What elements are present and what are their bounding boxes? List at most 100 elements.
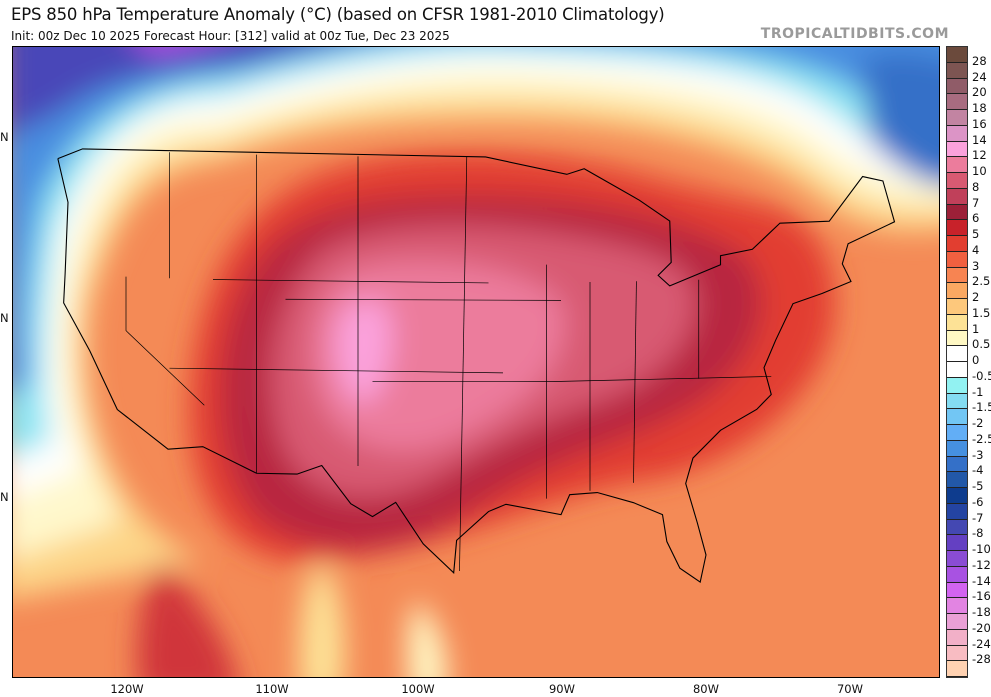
colorbar-tick-label: 28 xyxy=(972,53,987,68)
state-border xyxy=(125,276,205,406)
colorbar-tick-label: 14 xyxy=(972,132,987,147)
colorbar-swatch xyxy=(947,283,967,299)
colorbar-swatch xyxy=(947,377,967,394)
colorbar-tick-label: -5 xyxy=(972,479,984,493)
colorbar-tick-label: 18 xyxy=(972,101,987,115)
colorbar-tick-label: 24 xyxy=(972,69,987,84)
anomaly-shading xyxy=(13,47,939,677)
x-axis-label: 80W xyxy=(692,682,720,696)
colorbar-tick-label: -10 xyxy=(972,542,991,556)
y-axis-label: N xyxy=(0,130,9,144)
colorbar-swatch xyxy=(947,551,967,567)
x-axis-label: 90W xyxy=(548,682,576,696)
colorbar-tick-label: 3 xyxy=(972,258,980,273)
colorbar-swatch xyxy=(947,535,967,551)
state-border xyxy=(459,156,468,572)
colorbar-tick-label: -6 xyxy=(972,494,984,509)
colorbar-swatch xyxy=(947,220,967,236)
colorbar-tick-label: 20 xyxy=(972,85,987,100)
us-outline xyxy=(57,148,896,584)
colorbar-tick-label: -7 xyxy=(972,510,984,525)
colorbar-swatch xyxy=(947,645,967,662)
colorbar-tick-label: -16 xyxy=(972,589,991,604)
state-border xyxy=(212,279,489,284)
colorbar-swatch xyxy=(947,204,967,221)
colorbar-tick-label: 1 xyxy=(972,321,980,336)
colorbar-tick-label: -8 xyxy=(972,526,984,541)
colorbar-swatch xyxy=(947,488,967,504)
colorbar-tick-label: 10 xyxy=(972,164,987,178)
us-coastline-borders xyxy=(57,148,896,584)
colorbar-swatch xyxy=(947,393,967,410)
brand-watermark: TROPICALTIDBITS.COM xyxy=(760,26,949,42)
colorbar-tick-label: 0.5 xyxy=(972,337,991,352)
colorbar-tick-label: -0.5 xyxy=(972,368,991,383)
colorbar-tick-label: 1.5 xyxy=(972,305,991,320)
colorbar-swatch xyxy=(947,110,967,126)
colorbar-swatch xyxy=(947,141,967,158)
colorbar-swatch xyxy=(947,299,967,315)
colorbar-swatch xyxy=(947,614,967,630)
colorbar-tick-label: -4 xyxy=(972,463,984,478)
colorbar xyxy=(946,46,968,678)
colorbar-tick-label: 7 xyxy=(972,195,980,210)
colorbar-swatch xyxy=(947,157,967,173)
colorbar-tick-label: -3 xyxy=(972,447,984,462)
colorbar-tick-label: -1 xyxy=(972,384,984,399)
colorbar-tick-label: 0 xyxy=(972,353,980,367)
colorbar-swatch xyxy=(947,519,967,536)
colorbar-swatch xyxy=(947,566,967,583)
colorbar-tick-label: 16 xyxy=(972,116,987,131)
colorbar-swatch xyxy=(947,409,967,425)
colorbar-swatch xyxy=(947,582,967,599)
x-axis-label: 100W xyxy=(401,682,435,696)
state-border xyxy=(285,298,562,301)
colorbar-tick-label: -18 xyxy=(972,605,991,619)
colorbar-swatch xyxy=(947,236,967,252)
x-axis-label: 70W xyxy=(836,682,864,696)
colorbar-swatch xyxy=(947,251,967,268)
colorbar-tick-label: -14 xyxy=(972,573,991,588)
colorbar-swatch xyxy=(947,472,967,488)
colorbar-tick-label: 5 xyxy=(972,227,980,241)
colorbar-tick-label: 2 xyxy=(972,290,980,304)
colorbar-tick-label: 2.5 xyxy=(972,274,991,289)
colorbar-swatch xyxy=(947,62,967,79)
colorbar-swatch xyxy=(947,629,967,646)
colorbar-tick-label: -24 xyxy=(972,636,991,651)
y-axis-label: N xyxy=(0,311,9,325)
colorbar-tick-label: 8 xyxy=(972,179,980,194)
colorbar-swatch xyxy=(947,503,967,520)
colorbar-swatch xyxy=(947,346,967,362)
colorbar-swatch xyxy=(947,94,967,110)
colorbar-tick-label: -28 xyxy=(972,652,991,667)
colorbar-swatch xyxy=(947,267,967,284)
colorbar-swatch xyxy=(947,314,967,331)
colorbar-swatch xyxy=(947,188,967,205)
colorbar-tick-label: 4 xyxy=(972,242,980,257)
colorbar-tick-label: -20 xyxy=(972,620,991,635)
colorbar-tick-label: 12 xyxy=(972,148,987,163)
state-border xyxy=(560,376,772,382)
map-canvas xyxy=(13,47,939,677)
map-subtitle: Init: 00z Dec 10 2025 Forecast Hour: [31… xyxy=(11,29,450,43)
map-title: EPS 850 hPa Temperature Anomaly (°C) (ba… xyxy=(11,5,665,24)
colorbar-swatch xyxy=(947,440,967,457)
colorbar-tick-label: -2 xyxy=(972,416,984,430)
colorbar-swatch xyxy=(947,362,967,378)
colorbar-swatch xyxy=(947,78,967,95)
colorbar-tick-label: -1.5 xyxy=(972,400,991,415)
colorbar-tick-label: -12 xyxy=(972,557,991,572)
temperature-anomaly-map xyxy=(12,46,940,678)
state-border xyxy=(169,367,504,374)
state-border xyxy=(633,281,637,483)
colorbar-swatch xyxy=(947,330,967,347)
colorbar-swatch xyxy=(947,47,967,63)
y-axis-label: N xyxy=(0,490,9,504)
x-axis-label: 120W xyxy=(110,682,144,696)
colorbar-swatch xyxy=(947,425,967,441)
colorbar-swatch xyxy=(947,173,967,189)
colorbar-tick-label: 6 xyxy=(972,211,980,226)
colorbar-swatch xyxy=(947,125,967,142)
